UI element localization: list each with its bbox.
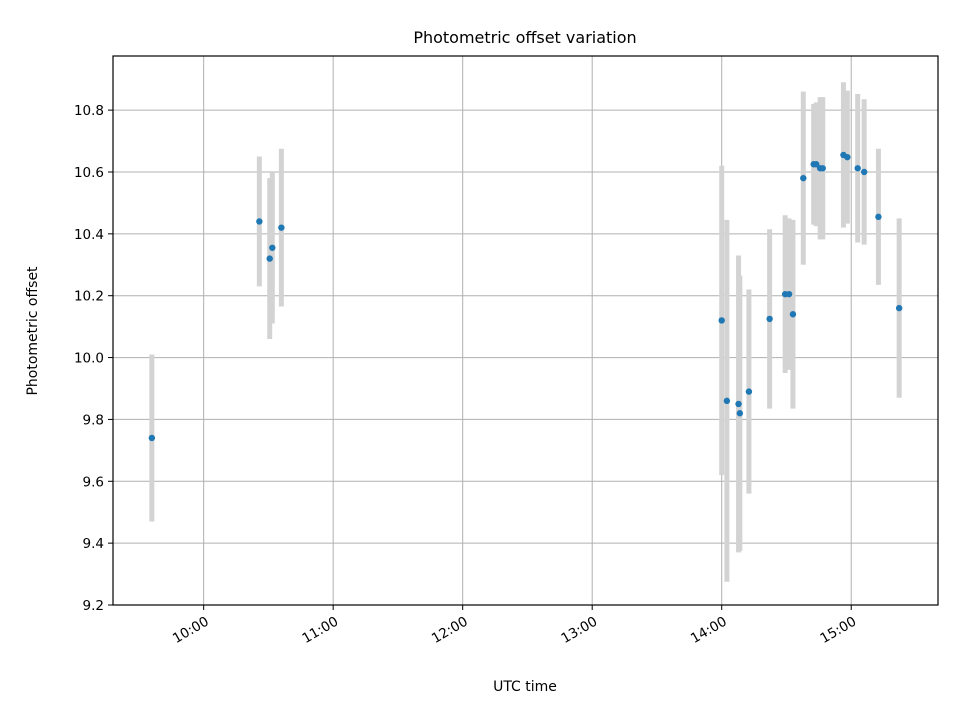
data-point [813,161,820,168]
data-point [266,255,273,262]
data-point [789,311,797,318]
data-points [148,151,903,442]
axes-frame [112,55,939,606]
data-point [895,304,903,312]
chart-title: Photometric offset variation [413,28,636,47]
data-point [269,244,276,251]
x-axis-label: UTC time [493,679,557,695]
y-tick-label: 9.2 [83,598,104,614]
data-point [854,165,861,172]
y-tick-label: 10.6 [74,165,104,181]
data-point [800,174,807,182]
data-point [278,224,285,231]
plot-area [113,56,938,605]
data-point [766,315,773,323]
y-tick-label: 9.8 [83,412,104,428]
y-tick-label: 10.8 [74,103,104,119]
data-point [723,397,731,405]
data-point [875,213,882,221]
y-tick-label: 10.0 [74,351,104,367]
data-point [256,218,263,225]
data-point [860,168,868,176]
data-point [819,165,826,172]
y-tick-label: 9.4 [83,536,104,552]
data-point [785,290,793,298]
data-point [735,400,742,408]
data-point [148,434,156,442]
y-axis-label: Photometric offset [25,266,41,396]
y-tick-label: 10.2 [74,289,104,305]
y-tick-label: 9.6 [83,474,104,490]
data-point [844,153,851,161]
y-tick-label: 10.4 [74,227,104,243]
data-point [745,388,753,395]
data-point [718,317,725,324]
data-point [736,410,744,417]
y-axis-ticks: 9.2 9.4 9.6 9.8 10.0 10.2 10.4 10.6 10.8 [74,103,113,614]
